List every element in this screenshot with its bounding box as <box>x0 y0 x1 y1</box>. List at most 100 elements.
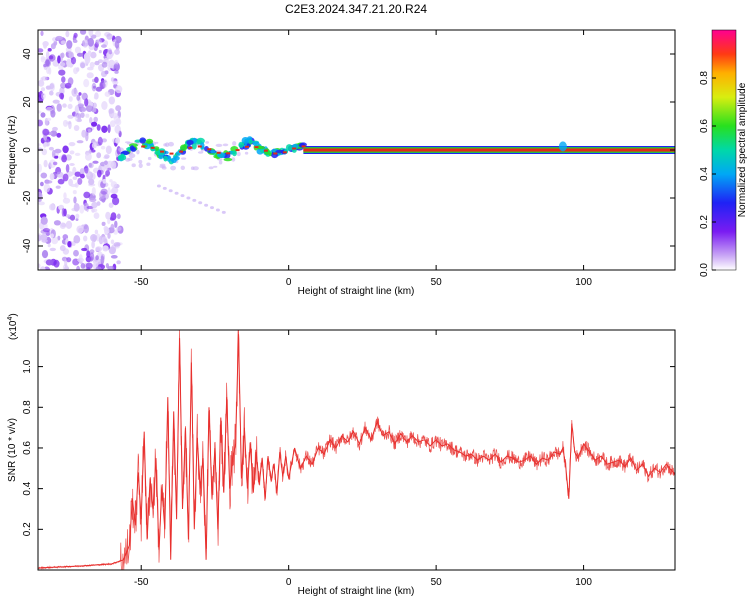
noise-blob <box>76 140 84 144</box>
noise-blob <box>90 234 98 242</box>
noise-blob <box>90 51 97 59</box>
noise-blob <box>60 40 67 45</box>
noise-blob <box>38 201 45 206</box>
signal-blob <box>117 154 127 161</box>
faint-blob <box>118 147 124 153</box>
faint-blob <box>136 149 140 155</box>
spectrogram-y-tick-label: 0 <box>22 147 33 153</box>
signal-blob <box>139 137 146 144</box>
noise-blob <box>115 85 123 94</box>
snr-exponent-base: (x10 <box>8 320 19 340</box>
noise-blob <box>49 203 55 211</box>
noise-blob <box>79 173 85 179</box>
noise-blob <box>73 235 81 244</box>
trail-blob <box>204 203 209 207</box>
noise-blob <box>83 191 91 199</box>
noise-blob <box>65 30 70 38</box>
noise-blob <box>68 120 72 130</box>
noise-blob <box>40 266 46 270</box>
noise-blob <box>92 102 97 109</box>
noise-blob <box>77 103 85 107</box>
noise-blob <box>62 119 69 127</box>
noise-blob <box>85 152 92 161</box>
noise-blob <box>67 114 74 119</box>
signal-core-dash <box>197 145 202 148</box>
noise-blob <box>99 81 106 90</box>
noise-blob <box>45 180 53 184</box>
noise-blob <box>83 235 88 242</box>
noise-blob <box>66 40 73 49</box>
noise-blob <box>101 138 108 143</box>
snr-y-tick-label: 0.2 <box>22 522 33 536</box>
noise-blob <box>112 80 119 85</box>
spectrogram-panel: -50 0 50 100 -40 -20 0 20 40 Height of straight … <box>7 29 676 297</box>
noise-blob <box>114 40 120 49</box>
noise-blob <box>107 265 115 270</box>
noise-blob <box>72 39 78 43</box>
noise-blob <box>42 41 49 47</box>
noise-blob <box>67 103 73 110</box>
noise-blob <box>96 152 102 159</box>
noise-blob <box>49 247 56 252</box>
signal-blob <box>171 157 177 164</box>
trail-blob <box>186 196 191 200</box>
noise-blob <box>95 30 101 38</box>
noise-blob <box>83 202 89 211</box>
noise-blob <box>66 257 72 263</box>
faint-blob <box>170 165 177 171</box>
faint-blob <box>231 157 236 162</box>
signal-core-dash <box>216 151 221 154</box>
signal-blob <box>130 146 137 152</box>
noise-blob <box>115 118 122 126</box>
faint-blob <box>236 151 241 157</box>
noise-blob <box>64 258 68 267</box>
spectrogram-x-tick-label: 0 <box>286 277 292 288</box>
colorbar-gradient <box>711 29 737 271</box>
noise-blob <box>108 59 115 69</box>
noise-blob <box>72 190 77 195</box>
noise-blob <box>76 265 81 270</box>
noise-blob <box>71 88 78 97</box>
noise-blob <box>96 124 101 131</box>
noise-blob <box>62 103 67 108</box>
noise-blob <box>81 92 88 100</box>
signal-core-dash <box>179 150 183 153</box>
faint-blob <box>215 143 223 147</box>
noise-blob <box>115 105 122 112</box>
noise-blob <box>82 40 85 47</box>
noise-blob <box>57 55 61 64</box>
spectrogram-y-axis-label: Frequency (Hz) <box>7 116 18 185</box>
noise-blob <box>95 246 102 252</box>
noise-blob <box>79 168 85 175</box>
noise-blob <box>83 78 90 88</box>
spectrogram-x-tick-label: 100 <box>575 277 592 288</box>
snr-background <box>38 330 675 570</box>
snr-y-tick-label: 0.4 <box>22 481 33 495</box>
noise-blob <box>108 108 115 115</box>
noise-blob <box>74 152 81 156</box>
noise-blob <box>40 216 48 225</box>
faint-blob <box>164 142 170 147</box>
noise-blob <box>88 162 94 169</box>
noise-blob <box>77 177 83 185</box>
snr-ticks: -50 0 50 100 0.2 0.4 0.6 0.8 1.0 <box>22 330 675 588</box>
noise-blob <box>89 117 93 124</box>
noise-blob <box>107 167 112 171</box>
noise-blob <box>38 143 41 147</box>
faint-blob <box>159 165 166 169</box>
noise-blob <box>40 112 46 118</box>
noise-blob <box>48 55 54 60</box>
noise-blob <box>91 208 95 213</box>
noise-blob <box>45 106 53 112</box>
noise-blob <box>94 229 99 235</box>
noise-blob <box>55 35 63 41</box>
noise-blob <box>100 70 108 78</box>
noise-blob <box>101 44 107 48</box>
faint-blob <box>168 141 174 147</box>
colorbar-tick-label: 0.6 <box>699 119 710 133</box>
noise-blob <box>114 124 121 134</box>
noise-blob <box>61 76 66 83</box>
signal-blob <box>180 144 187 152</box>
noise-blob <box>84 97 89 107</box>
signal-blob <box>285 144 293 151</box>
